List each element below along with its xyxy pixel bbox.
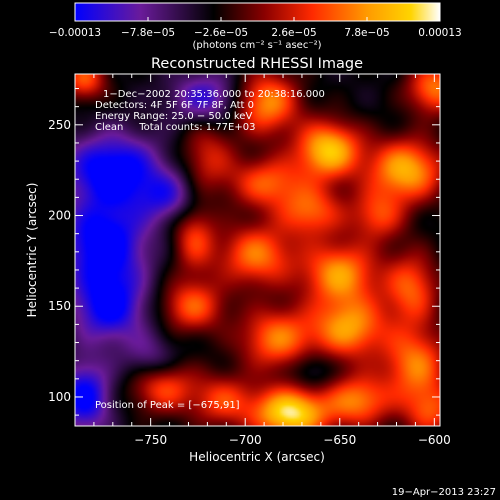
heatmap-image bbox=[75, 74, 440, 426]
y-tick-label: 250 bbox=[48, 118, 71, 132]
peak-position-label: Position of Peak = [−675,91] bbox=[95, 400, 240, 411]
plot-frame bbox=[74, 73, 441, 427]
y-tick-label: 100 bbox=[48, 390, 71, 404]
annotation-energy: Energy Range: 25.0 − 50.0 keV bbox=[95, 111, 252, 122]
x-axis-label: Heliocentric X (arcsec) bbox=[189, 450, 325, 464]
x-tick-label: −650 bbox=[323, 433, 356, 447]
observation-info: 1−Dec−2002 20:35:36.000 to 20:38:16.000 … bbox=[95, 89, 325, 133]
colorbar-tick-label: 0.00013 bbox=[418, 27, 461, 39]
annotation-detectors: Detectors: 4F 5F 6F 7F 8F, Att 0 bbox=[95, 100, 254, 111]
colorbar-tick-label: −7.8e−05 bbox=[121, 27, 175, 39]
colorbar-tick-labels: −0.00013 −7.8e−05 −2.6e−05 2.6e−05 7.8e−05 0.… bbox=[49, 27, 462, 39]
x-axis-ticks: −750 −700 −650 −600 bbox=[74, 74, 451, 447]
colorbar-tick-label: 2.6e−05 bbox=[271, 27, 316, 39]
heatmap-raster bbox=[75, 74, 440, 426]
colorbar-tick-label: −2.6e−05 bbox=[194, 27, 248, 39]
colorbar-tick-label: −0.00013 bbox=[49, 27, 101, 39]
x-tick-label: −700 bbox=[229, 433, 262, 447]
colorbar-ticks bbox=[74, 17, 441, 21]
annotation-counts: Clean Total counts: 1.77E+03 bbox=[95, 122, 255, 133]
colorbar bbox=[74, 2, 441, 22]
footer-timestamp: 19−Apr−2013 23:27 bbox=[392, 487, 496, 498]
y-axis-label: Heliocentric Y (arcsec) bbox=[25, 183, 39, 318]
y-tick-label: 150 bbox=[48, 299, 71, 313]
x-tick-label: −600 bbox=[418, 433, 451, 447]
chart-title: Reconstructed RHESSI Image bbox=[151, 56, 363, 72]
annotation-time: 1−Dec−2002 20:35:36.000 to 20:38:16.000 bbox=[103, 89, 325, 100]
colorbar-tick-label: 7.8e−05 bbox=[344, 27, 389, 39]
y-tick-label: 200 bbox=[48, 209, 71, 223]
y-axis-ticks: 100 150 200 250 bbox=[48, 88, 440, 416]
colorbar-unit-label: (photons cm⁻² s⁻¹ asec⁻²) bbox=[192, 40, 321, 51]
x-tick-label: −750 bbox=[134, 433, 167, 447]
